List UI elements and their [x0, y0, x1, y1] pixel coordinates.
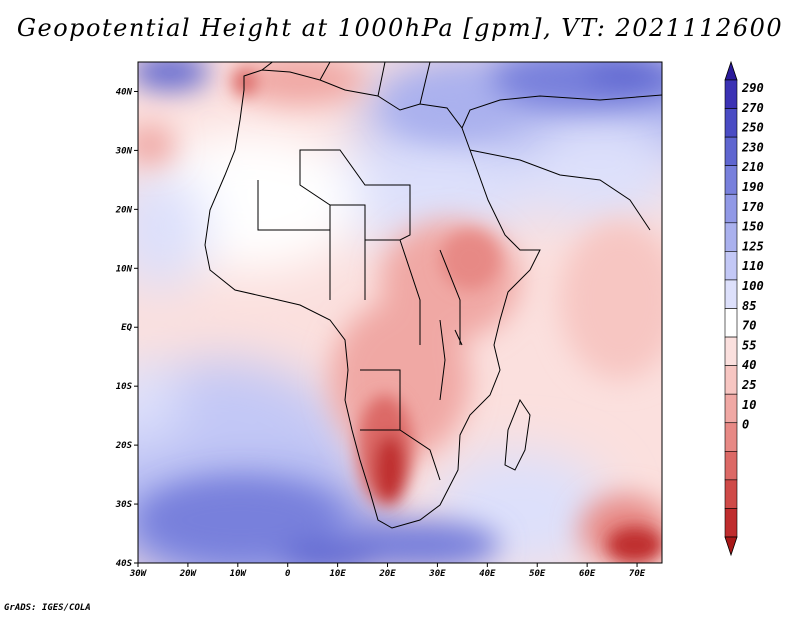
lat-tick-label: 30S	[115, 500, 133, 510]
colorbar-label: 190	[742, 180, 764, 194]
colorbar-segment	[724, 422, 738, 452]
colorbar-label: 10	[742, 398, 756, 412]
lat-tick-label: 10N	[116, 264, 133, 274]
colorbar-segment	[724, 308, 738, 338]
lon-tick-label: 20E	[378, 569, 396, 579]
colorbar-segment	[724, 136, 738, 166]
lat-tick-label: 40S	[116, 559, 133, 569]
colorbar-label: 110	[742, 259, 764, 273]
colorbar-top-arrow	[724, 60, 738, 81]
colorbar-label: 250	[741, 121, 764, 135]
colorbar-label: 85	[742, 299, 756, 313]
lon-tick-label: 30E	[428, 569, 446, 579]
colorbar-label: 290	[741, 81, 764, 95]
colorbar-label: 25	[741, 378, 756, 392]
colorbar-bottom-arrow	[724, 536, 738, 557]
lon-tick-label: 70E	[629, 569, 646, 579]
colorbar-segment	[724, 365, 738, 395]
colorbar-segment	[724, 108, 738, 138]
longitude-axis: 30W 20W 10W 0 10E 20E 30E 40E 50E 60E 70E	[129, 563, 646, 579]
height-field	[138, 62, 662, 563]
plot-frame	[137, 61, 663, 564]
colorbar-segment	[724, 393, 738, 424]
lon-tick-label: 40E	[479, 569, 496, 579]
colorbar-segment	[724, 479, 738, 509]
colorbar-segment	[724, 222, 738, 252]
colorbar-segment	[724, 336, 738, 366]
lat-tick-label: 40N	[116, 87, 133, 97]
colorbar-label: 0	[742, 418, 749, 432]
colorbar-segment	[724, 165, 738, 195]
colorbar-label: 40	[742, 358, 756, 372]
colorbar-label: 210	[741, 160, 764, 174]
lon-tick-label: 30W	[129, 569, 148, 579]
colorbar-label: 270	[741, 101, 764, 115]
lat-tick-label: 20S	[115, 441, 133, 451]
lat-tick-label: EQ	[121, 323, 132, 333]
colorbar-segment	[724, 193, 738, 224]
lon-tick-label: 50E	[529, 569, 546, 579]
lon-tick-label: 10E	[329, 569, 346, 579]
colorbar: 2902702502302101901701501251101008570554…	[724, 60, 764, 557]
colorbar-label: 70	[742, 319, 756, 333]
lat-tick-label: 20N	[115, 205, 133, 215]
lon-tick-label: 10W	[230, 569, 248, 579]
colorbar-segment	[724, 451, 738, 481]
colorbar-segment	[724, 251, 738, 281]
lon-tick-label: 20W	[179, 569, 198, 579]
colorbar-segment	[724, 279, 738, 309]
lon-tick-label: 0	[285, 569, 291, 579]
colorbar-segment	[724, 79, 738, 109]
lon-tick-label: 60E	[579, 569, 596, 579]
colorbar-label: 100	[742, 279, 764, 293]
footer-credit: GrADS: IGES/COLA	[4, 603, 91, 613]
colorbar-label: 170	[742, 200, 764, 214]
latitude-axis: 40N 30N 20N 10N EQ 10S 20S 30S 40S	[115, 87, 138, 569]
lat-tick-label: 30N	[115, 146, 133, 156]
colorbar-label: 150	[742, 220, 764, 234]
lat-tick-label: 10S	[116, 382, 133, 392]
colorbar-label: 55	[742, 338, 756, 352]
map-title: Geopotential Height at 1000hPa [gpm], VT…	[16, 14, 784, 42]
coastlines	[204, 62, 662, 529]
colorbar-segment	[724, 508, 738, 538]
colorbar-label: 230	[741, 140, 764, 154]
colorbar-label: 125	[742, 239, 764, 253]
